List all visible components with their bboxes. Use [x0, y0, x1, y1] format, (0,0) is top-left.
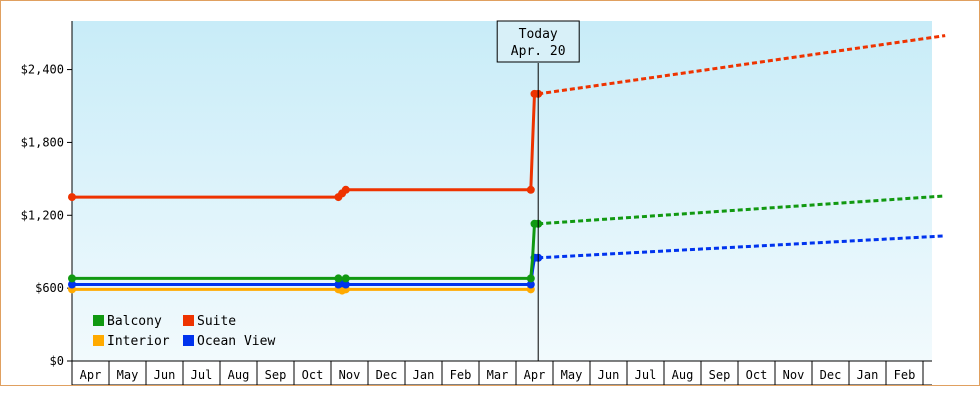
x-tick-label: Dec — [376, 368, 398, 382]
forecast-line-suite — [537, 34, 946, 96]
x-tick-label: Feb — [450, 368, 472, 382]
price-history-chart: $0 $600 $1,200 $1,800 $2,400 Apr May Jun Jul Aug S… — [21, 20, 946, 386]
x-tick-label: Nov — [783, 368, 805, 382]
x-tick-label: Nov — [339, 368, 361, 382]
x-tick-label: Jul — [191, 368, 213, 382]
y-tick-label: $1,800 — [21, 135, 64, 149]
data-point-balcony — [526, 274, 535, 283]
legend-item-balcony: Balcony — [93, 314, 162, 329]
data-point-ocean-view — [341, 280, 350, 289]
x-tick-label: Oct — [302, 368, 324, 382]
x-tick-label: May — [561, 368, 583, 382]
y-tick-label: $0 — [50, 354, 64, 368]
x-tick-label: Jun — [598, 368, 620, 382]
y-tick-label: $2,400 — [21, 63, 64, 77]
data-point-suite — [526, 185, 535, 194]
legend-swatch-ocean-view — [183, 335, 194, 346]
x-tick-label: Sep — [265, 368, 287, 382]
x-axis-ticks: Apr May Jun Jul Aug Sep Oct Nov Dec Jan Feb Mar Apr M… — [71, 361, 932, 386]
x-tick-label: Aug — [672, 368, 694, 382]
data-point-ocean-view — [68, 280, 76, 289]
x-tick-label: Apr — [80, 368, 102, 382]
series-line-interior — [72, 287, 531, 293]
legend-item-ocean-view: Ocean View — [183, 334, 275, 349]
x-tick-label: Aug — [228, 368, 250, 382]
forecast-line-balcony — [538, 194, 946, 226]
forecast-line-ocean-view — [538, 234, 946, 260]
series-ocean-view — [68, 234, 946, 289]
x-tick-label: Apr — [524, 368, 546, 382]
x-tick-label: Jun — [154, 368, 176, 382]
legend-label-interior: Interior — [107, 334, 170, 349]
legend-label-suite: Suite — [197, 314, 236, 329]
x-tick-label: May — [117, 368, 139, 382]
y-tick-label: $1,200 — [21, 208, 64, 222]
x-tick-label: Sep — [709, 368, 731, 382]
legend-swatch-interior — [93, 335, 104, 346]
today-box — [496, 20, 580, 63]
legend-label-balcony: Balcony — [107, 314, 162, 329]
data-point-ocean-view — [526, 280, 535, 289]
series-balcony — [68, 194, 946, 283]
legend-item-interior: Interior — [93, 334, 170, 349]
chart-frame: $0 $600 $1,200 $1,800 $2,400 Apr May Jun Jul Aug S… — [0, 0, 980, 386]
x-tick-label: Oct — [746, 368, 768, 382]
x-tick-label: Jan — [857, 368, 879, 382]
data-point-balcony — [341, 274, 350, 283]
data-point-balcony — [334, 274, 343, 283]
legend-label-ocean-view: Ocean View — [197, 334, 275, 349]
today-date: Apr. 20 — [511, 44, 566, 59]
data-point-balcony — [68, 274, 76, 283]
x-tick-label: Feb — [894, 368, 916, 382]
x-tick-label: Jan — [413, 368, 435, 382]
legend-swatch-suite — [183, 315, 194, 326]
legend-item-suite: Suite — [183, 314, 236, 329]
y-tick-label: $600 — [35, 281, 64, 295]
x-tick-label: Mar — [487, 368, 509, 382]
x-tick-label: Dec — [820, 368, 842, 382]
series-suite — [68, 34, 946, 202]
legend-swatch-balcony — [93, 315, 104, 326]
x-tick-label: Jul — [635, 368, 657, 382]
data-point-suite — [68, 193, 76, 202]
data-point-suite — [341, 185, 350, 194]
today-label: Today — [519, 27, 558, 42]
